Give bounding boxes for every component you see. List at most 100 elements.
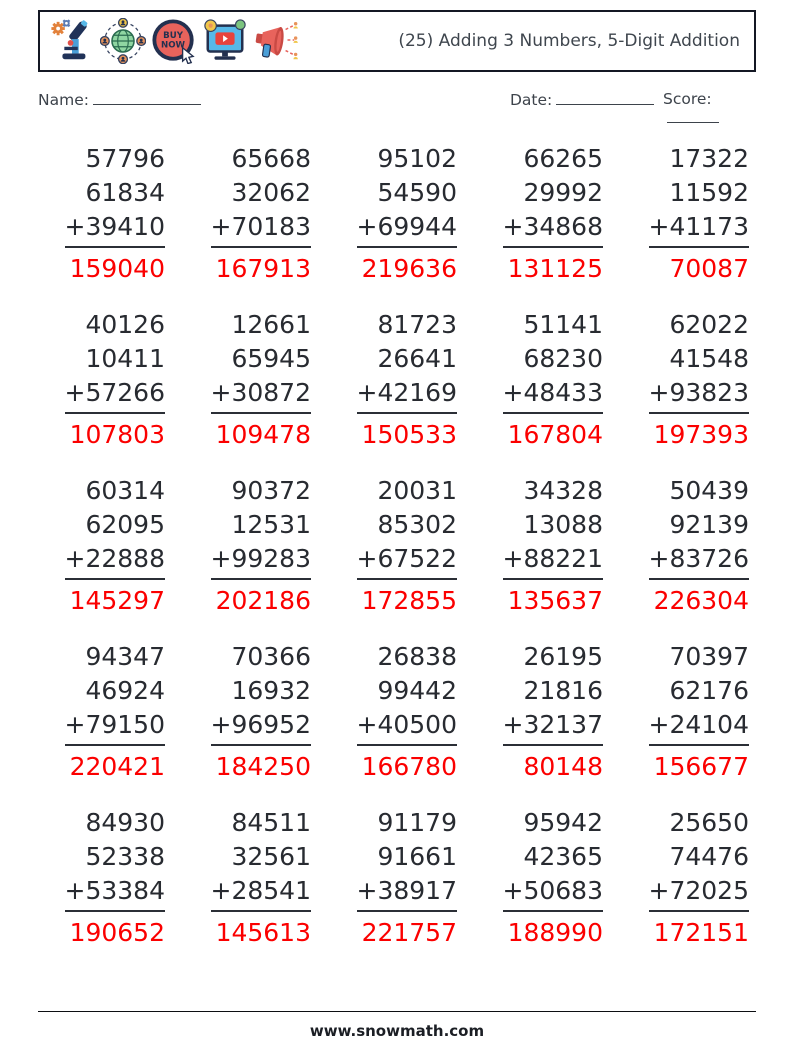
problems-grid: 57796 61834 +39410 159040 65668 32062 +7… bbox=[32, 142, 762, 972]
microscope-icon bbox=[51, 19, 88, 60]
addition-problem: 70397 62176 +24104 156677 bbox=[616, 640, 762, 806]
answer-value: 70087 bbox=[669, 254, 749, 283]
footer-divider bbox=[38, 1011, 756, 1012]
addend-1: 70397 bbox=[669, 642, 749, 671]
addend-1: 60314 bbox=[85, 476, 165, 505]
addend-2: 99442 bbox=[377, 676, 457, 705]
addend-1: 81723 bbox=[377, 310, 457, 339]
answer-value: 135637 bbox=[507, 586, 603, 615]
addend-2: 29992 bbox=[523, 178, 603, 207]
answer-value: 107803 bbox=[69, 420, 165, 449]
score-field: Score: bbox=[663, 90, 756, 127]
svg-text:NOW: NOW bbox=[161, 41, 186, 51]
addition-problem: 60314 62095 +22888 145297 bbox=[32, 474, 178, 640]
addend-3-with-rule: +40500 bbox=[356, 708, 457, 746]
addend-2: 52338 bbox=[85, 842, 165, 871]
addition-problem: 95942 42365 +50683 188990 bbox=[470, 806, 616, 972]
addend-2: 41548 bbox=[669, 344, 749, 373]
addend-3-with-rule: +70183 bbox=[210, 210, 311, 248]
addend-1: 66265 bbox=[523, 144, 603, 173]
answer-value: 188990 bbox=[507, 918, 603, 947]
addition-problem: 26838 99442 +40500 166780 bbox=[324, 640, 470, 806]
addend-3-with-rule: +99283 bbox=[210, 542, 311, 580]
addend-2: 92139 bbox=[669, 510, 749, 539]
addend-2: 12531 bbox=[231, 510, 311, 539]
addend-3-with-rule: +96952 bbox=[210, 708, 311, 746]
addend-2: 10411 bbox=[85, 344, 165, 373]
answer-value: 166780 bbox=[361, 752, 457, 781]
addend-3-with-rule: +42169 bbox=[356, 376, 457, 414]
addition-problem: 34328 13088 +88221 135637 bbox=[470, 474, 616, 640]
date-field: Date: bbox=[510, 90, 655, 109]
addend-1: 65668 bbox=[231, 144, 311, 173]
addend-1: 51141 bbox=[523, 310, 603, 339]
monitor-video-icon bbox=[204, 19, 246, 60]
fields-row: Name: Date: Score: bbox=[38, 90, 756, 123]
addend-1: 50439 bbox=[669, 476, 749, 505]
name-label: Name: bbox=[38, 91, 89, 109]
answer-value: 167804 bbox=[507, 420, 603, 449]
addition-problem: 51141 68230 +48433 167804 bbox=[470, 308, 616, 474]
addition-problem: 66265 29992 +34868 131125 bbox=[470, 142, 616, 308]
addition-problem: 90372 12531 +99283 202186 bbox=[178, 474, 324, 640]
addend-1: 26195 bbox=[523, 642, 603, 671]
addend-1: 70366 bbox=[231, 642, 311, 671]
answer-value: 197393 bbox=[653, 420, 749, 449]
name-blank-line bbox=[92, 90, 201, 105]
addend-1: 25650 bbox=[669, 808, 749, 837]
addend-1: 94347 bbox=[85, 642, 165, 671]
score-label: Score: bbox=[663, 90, 712, 108]
addend-3-with-rule: +79150 bbox=[64, 708, 165, 746]
addend-1: 95942 bbox=[523, 808, 603, 837]
addend-2: 42365 bbox=[523, 842, 603, 871]
addend-3-with-rule: +83726 bbox=[648, 542, 749, 580]
addend-3-with-rule: +38917 bbox=[356, 874, 457, 912]
answer-value: 226304 bbox=[653, 586, 749, 615]
addend-3-with-rule: +28541 bbox=[210, 874, 311, 912]
addition-problem: 84930 52338 +53384 190652 bbox=[32, 806, 178, 972]
addend-2: 54590 bbox=[377, 178, 457, 207]
score-blank-line bbox=[667, 108, 719, 123]
addend-1: 95102 bbox=[377, 144, 457, 173]
addition-problem: 57796 61834 +39410 159040 bbox=[32, 142, 178, 308]
worksheet-title: (25) Adding 3 Numbers, 5-Digit Addition bbox=[398, 31, 740, 51]
answer-value: 219636 bbox=[361, 254, 457, 283]
answer-value: 109478 bbox=[215, 420, 311, 449]
addend-2: 85302 bbox=[377, 510, 457, 539]
answer-value: 221757 bbox=[361, 918, 457, 947]
answer-value: 220421 bbox=[69, 752, 165, 781]
addend-1: 90372 bbox=[231, 476, 311, 505]
addend-1: 84511 bbox=[231, 808, 311, 837]
answer-value: 156677 bbox=[653, 752, 749, 781]
name-field: Name: bbox=[38, 90, 201, 109]
answer-value: 184250 bbox=[215, 752, 311, 781]
answer-value: 131125 bbox=[507, 254, 603, 283]
addend-3-with-rule: +41173 bbox=[648, 210, 749, 248]
megaphone-icon bbox=[255, 22, 298, 60]
addition-problem: 84511 32561 +28541 145613 bbox=[178, 806, 324, 972]
addend-3-with-rule: +50683 bbox=[502, 874, 603, 912]
addend-1: 62022 bbox=[669, 310, 749, 339]
addition-problem: 20031 85302 +67522 172855 bbox=[324, 474, 470, 640]
addend-3-with-rule: +57266 bbox=[64, 376, 165, 414]
addend-2: 74476 bbox=[669, 842, 749, 871]
addend-2: 46924 bbox=[85, 676, 165, 705]
addition-problem: 40126 10411 +57266 107803 bbox=[32, 308, 178, 474]
answer-value: 145297 bbox=[69, 586, 165, 615]
answer-value: 80148 bbox=[523, 752, 603, 781]
addend-2: 62095 bbox=[85, 510, 165, 539]
addend-1: 26838 bbox=[377, 642, 457, 671]
date-label: Date: bbox=[510, 91, 553, 109]
answer-value: 145613 bbox=[215, 918, 311, 947]
answer-value: 172855 bbox=[361, 586, 457, 615]
addend-2: 16932 bbox=[231, 676, 311, 705]
addition-problem: 95102 54590 +69944 219636 bbox=[324, 142, 470, 308]
answer-value: 172151 bbox=[653, 918, 749, 947]
answer-value: 190652 bbox=[69, 918, 165, 947]
addend-3-with-rule: +48433 bbox=[502, 376, 603, 414]
addend-3-with-rule: +72025 bbox=[648, 874, 749, 912]
addend-3-with-rule: +34868 bbox=[502, 210, 603, 248]
addend-1: 34328 bbox=[523, 476, 603, 505]
addend-2: 68230 bbox=[523, 344, 603, 373]
answer-value: 167913 bbox=[215, 254, 311, 283]
